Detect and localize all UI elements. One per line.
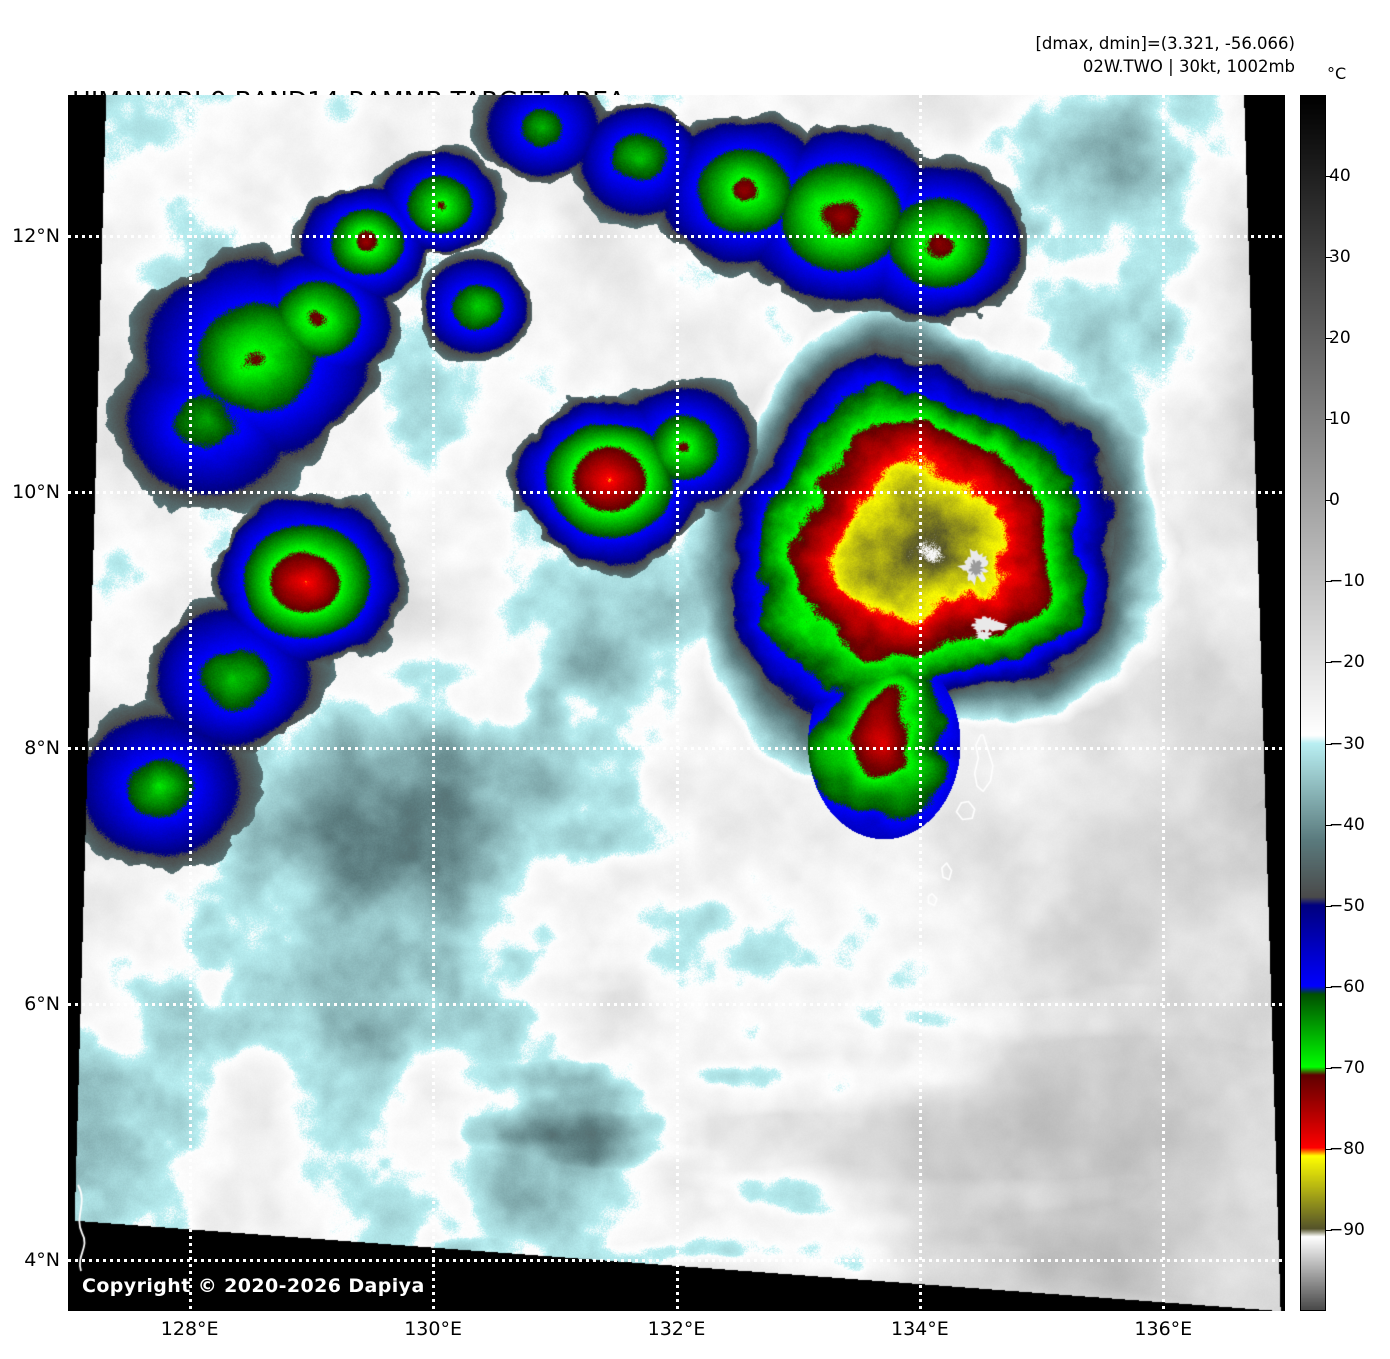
colorbar-tick-label: −30 (1329, 733, 1365, 754)
colorbar-tick-mark (1326, 986, 1332, 988)
longitude-tick-label: 128°E (160, 1318, 219, 1340)
colorbar-tick-label: −20 (1329, 652, 1365, 673)
latitude-tick-label: 12°N (12, 224, 60, 247)
colorbar-tick-mark (1326, 1229, 1332, 1231)
longitude-tick-label: 136°E (1134, 1318, 1193, 1340)
colorbar-unit-label: °C (1327, 64, 1347, 83)
colorbar-tick-mark (1326, 257, 1332, 259)
satellite-imagery-canvas (68, 95, 1285, 1311)
colorbar-tick-mark (1326, 581, 1332, 583)
satellite-image-plot (68, 95, 1285, 1311)
colorbar-tick-label: 20 (1329, 328, 1351, 349)
colorbar-tick-mark (1326, 905, 1332, 907)
colorbar-tick-mark (1326, 1148, 1332, 1150)
colorbar-tick-label: −60 (1329, 976, 1365, 997)
colorbar-tick-mark (1326, 419, 1332, 421)
colorbar-tick-mark (1326, 500, 1332, 502)
colorbar-tick-label: 30 (1329, 247, 1351, 268)
copyright-notice: Copyright © 2020-2026 Dapiya (82, 1275, 425, 1297)
colorbar-tick-label: 40 (1329, 166, 1351, 187)
colorbar-tick-label: 0 (1329, 490, 1340, 511)
colorbar-tick-mark (1326, 743, 1332, 745)
latitude-tick-label: 4°N (24, 1248, 60, 1271)
colorbar-tick-label: −10 (1329, 571, 1365, 592)
colorbar-tick-label: −40 (1329, 814, 1365, 835)
latitude-tick-label: 10°N (12, 480, 60, 503)
data-minmax-label: [dmax, dmin]=(3.321, -56.066) (1035, 34, 1296, 53)
colorbar-tick-label: 10 (1329, 409, 1351, 430)
latitude-tick-label: 6°N (24, 992, 60, 1015)
colorbar-tick-label: −70 (1329, 1057, 1365, 1078)
colorbar-tick-mark (1326, 338, 1332, 340)
temperature-colorbar (1300, 95, 1326, 1311)
colorbar-tick-label: −50 (1329, 895, 1365, 916)
storm-info-label: 02W.TWO | 30kt, 1002mb (1082, 57, 1295, 76)
colorbar-tick-mark (1326, 176, 1332, 178)
colorbar-gradient (1301, 96, 1325, 1310)
colorbar-tick-mark (1326, 1067, 1332, 1069)
longitude-tick-label: 132°E (647, 1318, 706, 1340)
longitude-tick-label: 130°E (404, 1318, 462, 1340)
colorbar-tick-label: −80 (1329, 1138, 1365, 1159)
colorbar-tick-mark (1326, 662, 1332, 664)
latitude-tick-label: 8°N (24, 736, 60, 759)
colorbar-tick-label: −90 (1329, 1219, 1365, 1240)
longitude-tick-label: 134°E (891, 1318, 949, 1340)
header-metadata-block: [dmax, dmin]=(3.321, -56.066) 02W.TWO | … (1036, 32, 1296, 78)
colorbar-tick-mark (1326, 824, 1332, 826)
